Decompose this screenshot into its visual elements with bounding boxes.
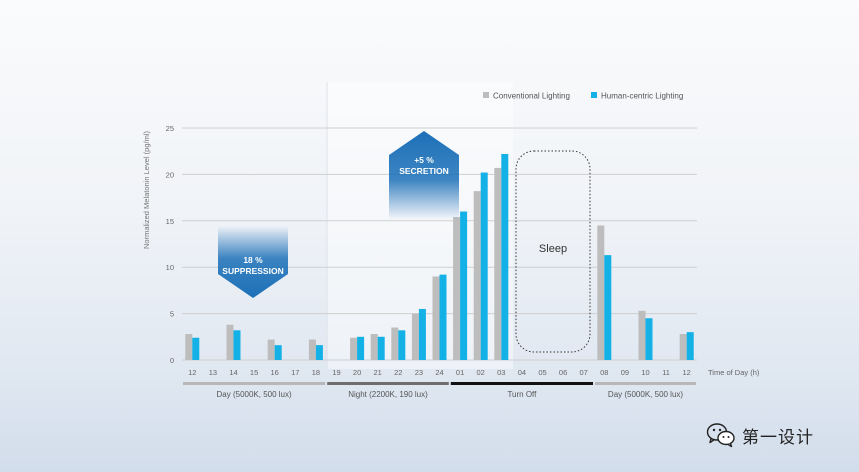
period-bars: Day (5000K, 500 lux) Night (2200K, 190 lu…	[183, 382, 696, 399]
bar-human-centric	[233, 330, 241, 360]
x-tick-label: 05	[538, 368, 546, 377]
x-tick-label: 24	[435, 368, 443, 377]
y-tick-label: 25	[166, 124, 174, 133]
watermark: 第一设计	[706, 420, 814, 450]
secretion-badge: +5 % SECRETION	[389, 131, 459, 220]
x-tick-label: 23	[415, 368, 423, 377]
suppression-badge-label: SUPPRESSION	[222, 266, 283, 276]
x-tick-label: 01	[456, 368, 464, 377]
suppression-badge-value: 18 %	[243, 255, 263, 265]
bar-human-centric	[501, 153, 509, 360]
x-tick-label: 12	[683, 368, 691, 377]
bar-human-centric	[377, 336, 385, 360]
x-tick-label: 02	[477, 368, 485, 377]
bar-conventional	[494, 167, 502, 360]
period-label: Turn Off	[507, 390, 537, 399]
bar-human-centric	[460, 211, 468, 360]
x-tick-label: 16	[271, 368, 279, 377]
x-tick-label: 17	[291, 368, 299, 377]
x-tick-label: 07	[580, 368, 588, 377]
bar-human-centric	[439, 274, 447, 360]
y-tick-label: 15	[166, 217, 174, 226]
bar-conventional	[308, 339, 316, 360]
bar-conventional	[185, 334, 193, 360]
y-tick-label: 10	[166, 263, 174, 272]
x-tick-label: 03	[497, 368, 505, 377]
sleep-region: Sleep	[515, 150, 591, 353]
x-tick-label: 22	[394, 368, 402, 377]
suppression-badge-shape	[218, 226, 288, 298]
bar-human-centric	[192, 337, 200, 360]
x-tick-label: 04	[518, 368, 526, 377]
bar-human-centric	[418, 308, 426, 360]
x-tick-label: 11	[662, 368, 670, 377]
x-axis-ticks: 12 13 14 15 16 17 18 19 20 21 22 23 24 01 02 03 04 05 06 07…	[188, 368, 691, 377]
bar-conventional	[267, 339, 275, 360]
y-axis-ticks: 0 5 10 15 20 25	[166, 124, 174, 365]
x-axis-label: Time of Day (h)	[708, 368, 760, 377]
bar-conventional	[679, 334, 687, 360]
bar-human-centric	[398, 330, 406, 360]
y-tick-label: 0	[170, 356, 174, 365]
y-tick-label: 5	[170, 310, 174, 319]
sleep-label: Sleep	[539, 243, 567, 255]
x-tick-label: 15	[250, 368, 258, 377]
bar-conventional	[432, 276, 440, 360]
x-tick-label: 20	[353, 368, 361, 377]
secretion-badge-value: +5 %	[414, 155, 434, 165]
legend-label-conventional: Conventional Lighting	[493, 92, 570, 101]
bar-human-centric	[357, 336, 365, 360]
period-label: Day (5000K, 500 lux)	[217, 390, 292, 399]
period-label: Night (2200K, 190 lux)	[348, 390, 428, 399]
bar-human-centric	[480, 172, 488, 360]
bar-human-centric	[274, 345, 282, 360]
bar-conventional	[638, 310, 646, 360]
y-tick-label: 20	[166, 170, 174, 179]
x-tick-label: 21	[374, 368, 382, 377]
suppression-badge: 18 % SUPPRESSION	[218, 226, 288, 298]
bar-conventional	[473, 191, 481, 360]
x-tick-label: 13	[209, 368, 217, 377]
period-bar	[183, 382, 326, 385]
period-label: Day (5000K, 500 lux)	[608, 390, 683, 399]
x-tick-label: 12	[188, 368, 196, 377]
period-bar	[327, 382, 449, 385]
legend-label-human-centric: Human-centric Lighting	[601, 92, 683, 101]
wechat-icon	[706, 423, 735, 448]
bar-conventional	[350, 337, 358, 360]
period-bar	[450, 382, 593, 385]
bar-conventional	[370, 334, 378, 360]
watermark-text: 第一设计	[742, 427, 814, 448]
x-tick-label: 06	[559, 368, 567, 377]
y-axis-label: Normalized Melatonin Level (pg/ml)	[142, 131, 151, 249]
bar-conventional	[226, 324, 234, 360]
x-tick-label: 18	[312, 368, 320, 377]
x-tick-label: 09	[621, 368, 629, 377]
bar-human-centric	[686, 332, 694, 360]
legend-swatch-human-centric	[591, 92, 597, 98]
bar-human-centric	[645, 318, 653, 360]
x-tick-label: 19	[332, 368, 340, 377]
sleep-box	[515, 150, 591, 353]
bar-conventional	[597, 225, 605, 360]
period-bar	[595, 382, 696, 385]
legend-swatch-conventional	[483, 92, 489, 98]
secretion-badge-label: SECRETION	[399, 166, 449, 176]
bars	[185, 153, 694, 360]
bar-conventional	[391, 327, 399, 360]
bar-conventional	[411, 313, 419, 360]
legend: Conventional Lighting Human-centric Ligh…	[483, 92, 683, 101]
x-tick-label: 08	[600, 368, 608, 377]
bar-human-centric	[604, 255, 612, 360]
x-tick-label: 10	[641, 368, 649, 377]
secretion-badge-shape	[389, 131, 459, 220]
x-tick-label: 14	[229, 368, 237, 377]
bar-human-centric	[315, 345, 323, 360]
bar-conventional	[453, 217, 461, 360]
